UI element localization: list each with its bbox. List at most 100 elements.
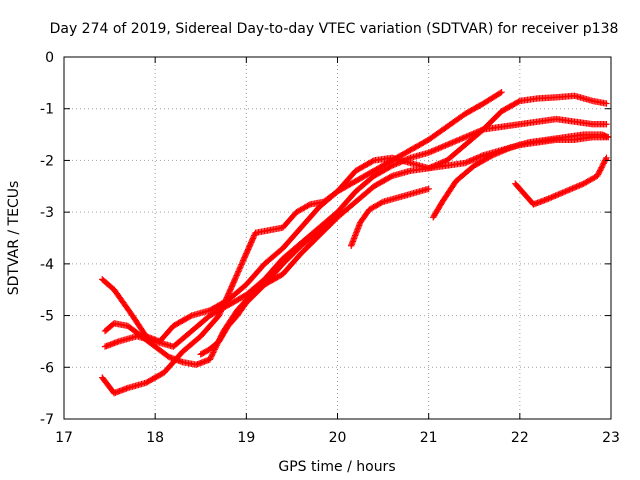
data-point xyxy=(240,255,248,263)
data-point xyxy=(598,164,605,171)
data-point xyxy=(230,277,238,285)
data-point xyxy=(238,259,246,267)
data-point xyxy=(247,240,254,248)
data-point xyxy=(602,156,609,163)
y-axis-ticks: 0 -1 -2 -3 -4 -5 -6 -7 xyxy=(40,50,611,428)
data-point xyxy=(594,172,601,180)
data-point xyxy=(243,248,251,256)
chart-title: Day 274 of 2019, Sidereal Day-to-day VTE… xyxy=(50,21,619,37)
y-tick-label: -1 xyxy=(40,102,54,118)
y-tick-label: -3 xyxy=(40,205,54,221)
data-point xyxy=(229,282,236,289)
data-point xyxy=(246,243,253,250)
data-point xyxy=(498,88,505,96)
data-point xyxy=(247,239,255,246)
data-point xyxy=(232,273,240,281)
data-point xyxy=(250,233,257,241)
data-point xyxy=(207,354,214,362)
data-point xyxy=(206,356,214,363)
data-point xyxy=(239,258,246,265)
data-point xyxy=(245,244,252,252)
data-point xyxy=(223,294,231,301)
data-point xyxy=(369,157,376,165)
data-point xyxy=(305,201,312,209)
data-point xyxy=(601,158,608,166)
data-point xyxy=(232,275,239,282)
data-point xyxy=(225,290,232,297)
x-tick-label: 23 xyxy=(602,430,620,446)
data-point xyxy=(596,167,604,174)
data-point xyxy=(208,352,216,359)
data-point xyxy=(224,291,232,299)
y-tick-label: -7 xyxy=(40,412,54,428)
y-tick-label: -4 xyxy=(40,257,54,273)
data-point xyxy=(210,349,217,356)
data-point xyxy=(227,284,235,292)
data-point xyxy=(248,237,256,245)
data-point xyxy=(599,162,606,170)
data-point xyxy=(240,257,247,264)
data-point xyxy=(241,254,248,261)
data-point xyxy=(603,100,610,107)
y-axis-label: SDTVAR / TECUs xyxy=(6,181,22,296)
data-point xyxy=(237,262,245,270)
data-point xyxy=(233,272,240,279)
x-tick-label: 21 xyxy=(420,430,438,446)
data-point xyxy=(241,253,249,260)
series-track-5 xyxy=(197,211,341,358)
data-point xyxy=(595,169,602,177)
data-point xyxy=(600,160,607,167)
data-point xyxy=(599,161,607,169)
data-point xyxy=(378,199,385,206)
data-point xyxy=(235,266,243,274)
data-point xyxy=(333,212,340,219)
data-point xyxy=(231,276,238,283)
y-tick-label: -2 xyxy=(40,153,54,169)
data-point xyxy=(334,211,341,218)
data-point xyxy=(515,98,522,105)
data-point xyxy=(226,288,233,296)
y-tick-label: -5 xyxy=(40,309,54,325)
data-point xyxy=(249,235,257,242)
data-point xyxy=(234,271,241,278)
series-track-1 xyxy=(99,88,505,345)
data-point xyxy=(249,236,256,243)
data-point xyxy=(603,121,610,128)
data-point xyxy=(226,287,234,294)
data-point xyxy=(251,232,258,239)
x-tick-label: 18 xyxy=(146,430,164,446)
data-point xyxy=(594,171,602,178)
data-point xyxy=(228,283,235,290)
data-point xyxy=(387,173,395,180)
x-tick-label: 20 xyxy=(329,430,347,446)
y-tick-label: 0 xyxy=(45,50,54,66)
data-point xyxy=(597,165,605,173)
data-point xyxy=(244,247,251,254)
data-point xyxy=(229,280,237,288)
data-point xyxy=(242,251,249,259)
data-point xyxy=(222,297,229,304)
x-tick-label: 19 xyxy=(237,430,255,446)
x-tick-label: 17 xyxy=(55,430,73,446)
data-point xyxy=(209,350,216,358)
data-point xyxy=(497,89,504,97)
data-point xyxy=(230,279,237,286)
data-point xyxy=(210,347,218,355)
series-track-7 xyxy=(430,131,612,221)
series-track-8 xyxy=(512,154,610,208)
data-point xyxy=(187,313,194,320)
data-point xyxy=(224,293,231,300)
data-point xyxy=(227,286,234,293)
data-point xyxy=(234,269,242,277)
data-point xyxy=(236,265,243,272)
grid-lines xyxy=(64,57,611,419)
y-tick-label: -6 xyxy=(40,360,54,376)
data-point xyxy=(243,250,250,257)
data-point xyxy=(223,295,230,303)
data-point xyxy=(425,185,432,193)
data-point xyxy=(208,353,215,360)
data-points xyxy=(99,88,612,397)
data-point xyxy=(605,133,612,141)
data-point xyxy=(246,242,254,249)
